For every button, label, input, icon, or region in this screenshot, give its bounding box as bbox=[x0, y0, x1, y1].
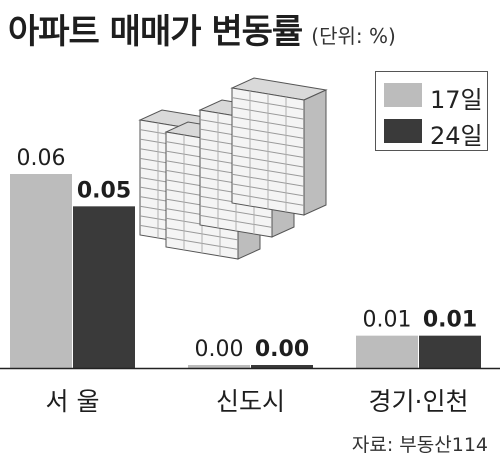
value-label-24-0: 0.05 bbox=[77, 178, 131, 203]
value-label-17-0: 0.06 bbox=[17, 146, 66, 171]
category-label-1: 신도시 bbox=[216, 387, 285, 416]
bar-24-2 bbox=[419, 335, 481, 368]
bar-24-1 bbox=[251, 365, 313, 368]
category-labels-group: 서 울 신도시 경기·인천 bbox=[46, 387, 469, 416]
value-labels-group: 0.06 0.05 0.00 0.00 0.01 0.01 bbox=[17, 146, 478, 362]
bar-17-0 bbox=[10, 174, 72, 368]
bars-group bbox=[10, 174, 481, 368]
bar-17-1 bbox=[188, 365, 250, 368]
legend-swatch-17 bbox=[384, 83, 422, 107]
source-note: 자료: 부동산114 bbox=[351, 434, 488, 456]
value-label-17-1: 0.00 bbox=[195, 337, 244, 362]
legend-item-17: 17일 bbox=[384, 79, 484, 114]
legend-label-17: 17일 bbox=[430, 86, 483, 114]
legend: 17일 24일 bbox=[375, 71, 488, 151]
chart-title: 아파트 매매가 변동률 bbox=[8, 12, 303, 52]
category-label-0: 서 울 bbox=[46, 387, 100, 416]
value-label-24-1: 0.00 bbox=[255, 337, 309, 362]
legend-label-24: 24일 bbox=[430, 122, 483, 150]
bar-17-2 bbox=[356, 335, 418, 368]
value-label-24-2: 0.01 bbox=[423, 308, 477, 333]
unit-label: (단위: %) bbox=[311, 24, 396, 48]
category-label-2: 경기·인천 bbox=[369, 387, 469, 416]
title-row: 아파트 매매가 변동률 (단위: %) bbox=[8, 4, 396, 52]
apartment-buildings-icon bbox=[138, 77, 328, 260]
bar-24-0 bbox=[73, 206, 135, 368]
legend-item-24: 24일 bbox=[384, 115, 484, 150]
legend-swatch-24 bbox=[384, 119, 422, 143]
value-label-17-2: 0.01 bbox=[363, 308, 412, 333]
